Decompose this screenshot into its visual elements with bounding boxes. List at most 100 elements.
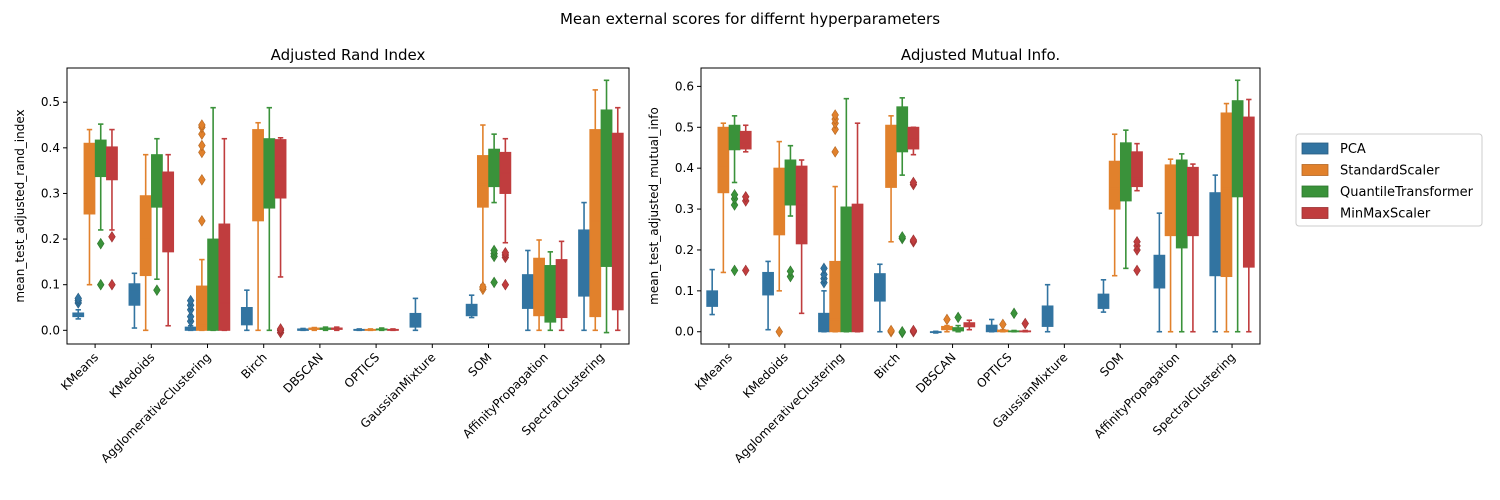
x-tick-label-agglomerativeclustering: AgglomerativeClustering <box>98 350 213 465</box>
box-iqr <box>94 139 107 178</box>
box-iqr <box>773 167 786 236</box>
box-iqr <box>207 238 220 331</box>
outlier-point <box>108 230 116 243</box>
legend-frame <box>1295 133 1483 227</box>
box-iqr <box>465 303 478 317</box>
y-tick-label: 0.4 <box>675 161 694 175</box>
outlier-point <box>820 262 828 275</box>
outlier-point <box>490 244 498 257</box>
outlier-point <box>1021 317 1029 330</box>
outlier-point <box>898 231 906 243</box>
box-standardscaler-kmeans <box>717 122 730 274</box>
x-tick-label-kmeans: KMeans <box>692 350 735 393</box>
box-quantiletransformer-optics <box>1008 307 1020 333</box>
legend: PCA StandardScaler QuantileTransformer MinM… <box>1295 133 1483 227</box>
outlier-point <box>198 173 206 186</box>
box-standardscaler-dbscan <box>941 313 953 333</box>
y-tick-label: 0.0 <box>675 325 694 339</box>
box-iqr <box>1041 305 1054 327</box>
box-quantiletransformer-spectralclustering <box>600 79 613 334</box>
box-minmaxscaler-som <box>1131 142 1143 277</box>
box-quantiletransformer-kmedoids <box>151 137 163 296</box>
outlier-point <box>786 265 795 278</box>
box-standardscaler-kmedoids <box>773 140 786 338</box>
box-pca-kmedoids <box>762 260 774 331</box>
box-iqr <box>885 124 897 188</box>
box-iqr <box>589 129 602 318</box>
box-iqr <box>829 260 842 333</box>
box-quantiletransformer-birch <box>263 106 276 332</box>
box-standardscaler-spectralclustering <box>589 89 602 332</box>
box-quantiletransformer-dbscan <box>952 311 965 333</box>
box-pca-birch <box>240 289 253 332</box>
outlier-point <box>501 278 510 291</box>
legend-swatch-pca <box>1301 142 1329 155</box>
outlier-point <box>501 246 510 259</box>
box-minmaxscaler-birch <box>274 136 287 339</box>
box-pca-kmeans <box>72 292 85 320</box>
y-tick-label: 0.6 <box>675 79 694 93</box>
box-quantiletransformer-kmeans <box>94 123 107 291</box>
outlier-point <box>1133 235 1141 248</box>
box-iqr <box>139 195 152 277</box>
box-pca-som <box>465 294 478 319</box>
outlier-point <box>730 188 739 201</box>
outlier-point <box>198 128 206 140</box>
y-tick-label: 0.4 <box>41 141 60 155</box>
box-pca-spectralclustering <box>578 201 590 332</box>
box-iqr <box>717 126 730 194</box>
box-pca-som <box>1097 279 1110 313</box>
chart-adjusted-mutual-info: Adjusted Mutual Info. 0.0 0.1 0.2 0.3 0.4 0.5 0… <box>647 46 1261 466</box>
box-pca-agglomerativeclustering <box>184 294 197 332</box>
x-tick-label-som: SOM <box>1097 350 1126 379</box>
outlier-point <box>909 324 918 337</box>
box-minmaxscaler-kmeans <box>106 128 118 291</box>
outlier-point <box>730 264 739 277</box>
box-pca-birch <box>874 263 886 333</box>
box-pca-affinitypropagation <box>1153 212 1166 333</box>
box-pca-kmeans <box>706 268 719 316</box>
box-iqr <box>739 130 752 150</box>
box-standardscaler-spectralclustering <box>1220 102 1233 333</box>
outlier-point <box>198 146 206 159</box>
box-standardscaler-affinitypropagation <box>1164 158 1177 333</box>
box-standardscaler-kmeans <box>83 128 96 286</box>
box-iqr <box>784 159 797 206</box>
x-tick-label-birch: Birch <box>238 350 269 381</box>
box-minmaxscaler-spectralclustering <box>1242 98 1255 333</box>
box-pca-optics <box>353 328 366 332</box>
outlier-point <box>898 325 906 338</box>
outlier-point <box>153 284 161 296</box>
box-iqr <box>1231 100 1244 198</box>
box-iqr <box>533 257 545 317</box>
box-pca-kmedoids <box>128 272 141 329</box>
box-iqr <box>818 312 830 333</box>
box-quantiletransformer-kmeans <box>728 115 741 277</box>
plot-frame <box>700 67 1261 345</box>
box-standardscaler-birch <box>885 115 897 338</box>
plot-frame <box>66 67 630 345</box>
box-standardscaler-optics <box>364 328 377 332</box>
outlier-point <box>887 324 895 337</box>
box-iqr <box>544 265 557 323</box>
box-iqr <box>252 129 264 222</box>
outlier-point <box>909 234 918 246</box>
outlier-point <box>186 294 195 307</box>
box-minmaxscaler-affinitypropagation <box>555 240 568 332</box>
outlier-point <box>97 237 105 250</box>
outlier-point <box>108 278 116 291</box>
box-standardscaler-som <box>476 124 489 296</box>
chart-adjusted-rand-index: Adjusted Rand Index 0.0 0.1 0.2 0.3 0.4 0.5 mea… <box>13 46 630 466</box>
box-iqr <box>128 283 141 306</box>
box-quantiletransformer-som <box>488 133 501 289</box>
chart-title: Adjusted Mutual Info. <box>901 46 1060 64</box>
box-iqr <box>578 229 590 297</box>
legend-swatch-minmaxscaler <box>1301 207 1329 219</box>
box-iqr <box>218 223 231 331</box>
legend-label-standardscaler: StandardScaler <box>1340 164 1440 179</box>
figure-suptitle: Mean external scores for differnt hyperp… <box>560 10 940 28</box>
box-standardscaler-birch <box>252 121 264 332</box>
outlier-point <box>276 323 285 335</box>
legend-label-pca: PCA <box>1340 142 1366 157</box>
box-minmaxscaler-kmedoids <box>162 153 175 327</box>
